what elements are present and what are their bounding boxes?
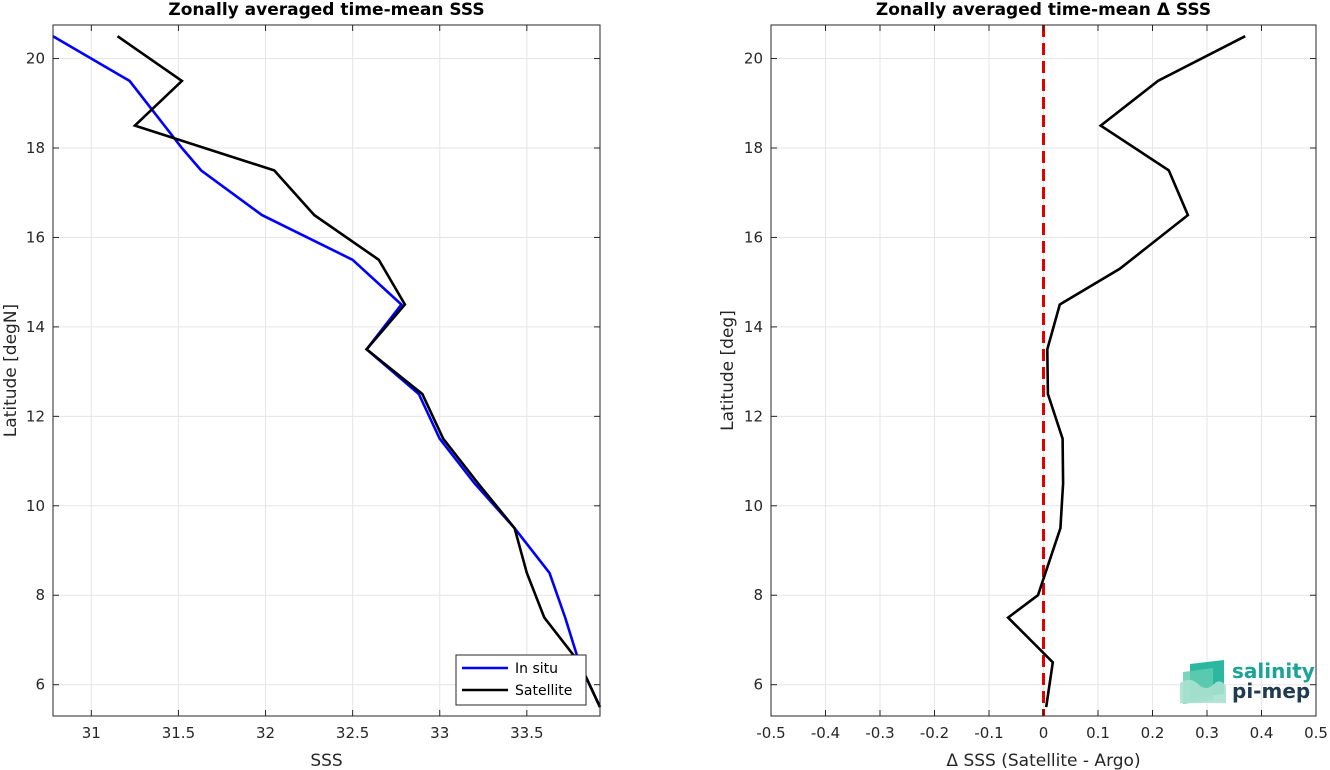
y-tick-label: 14 (744, 318, 763, 336)
x-tick-label: 0.4 (1250, 724, 1274, 742)
y-tick-label: 8 (35, 586, 45, 604)
y-axis-label: Latitude [deg] (718, 310, 738, 431)
y-tick-label: 6 (753, 676, 763, 694)
x-tick-label: -0.3 (865, 724, 894, 742)
chart-title: Zonally averaged time-mean SSS (168, 0, 484, 20)
x-tick-label: 0.3 (1195, 724, 1219, 742)
y-tick-label: 20 (26, 50, 45, 68)
y-tick-label: 14 (26, 318, 45, 336)
x-axis-label: SSS (310, 751, 342, 770)
y-tick-label: 6 (35, 676, 45, 694)
y-tick-label: 10 (26, 497, 45, 515)
plot-area (53, 25, 600, 716)
x-tick-label: 32 (256, 724, 275, 742)
x-tick-label: 0.5 (1304, 724, 1328, 742)
x-tick-label: 33.5 (510, 724, 543, 742)
y-tick-label: 18 (744, 139, 763, 157)
logo-line-1: salinity (1232, 659, 1315, 683)
wave-logo-icon (1180, 660, 1226, 704)
y-tick-label: 20 (744, 50, 763, 68)
panel-1: 31 31.5 32 32.5 33 33.5 6 8 10 12 14 16 18 20 Zonally … (1, 0, 602, 770)
x-tick-label: 0.1 (1086, 724, 1110, 742)
chart-title: Zonally averaged time-mean Δ SSS (876, 0, 1211, 20)
x-tick-label: -0.2 (920, 724, 949, 742)
x-tick-label: -0.5 (756, 724, 785, 742)
x-tick-label: -0.1 (974, 724, 1003, 742)
y-tick-label: 16 (744, 228, 763, 246)
y-axis-label: Latitude [degN] (1, 304, 21, 437)
gridlines (53, 25, 600, 716)
y-tick-label: 8 (753, 586, 763, 604)
series-line-satellite (116, 35, 602, 708)
x-tick-label: 0 (1039, 724, 1049, 742)
y-tick-label: 10 (744, 497, 763, 515)
logo-line-2: pi-mep (1232, 679, 1310, 703)
x-tick-label: 0.2 (1141, 724, 1165, 742)
legend-label: Satellite (515, 683, 572, 699)
x-tick-label: 31 (82, 724, 101, 742)
legend-box (455, 654, 587, 706)
x-tick-label: 31.5 (162, 724, 195, 742)
delta-sss-line (1006, 35, 1246, 708)
salinity-pimep-logo: salinity pi-mep (1180, 659, 1315, 704)
x-axis-label: Δ SSS (Satellite - Argo) (946, 751, 1140, 770)
y-tick-label: 12 (26, 407, 45, 425)
axes-frame (52, 24, 601, 717)
panel-2: -0.5 -0.4 -0.3 -0.2 -0.1 0 0.1 0.2 0.3 0.4 0.5 6 8 10… (718, 0, 1328, 770)
y-tick-label: 12 (744, 407, 763, 425)
x-tick-label: 32.5 (336, 724, 369, 742)
legend: In situ Satellite (455, 654, 587, 706)
y-tick-label: 18 (26, 139, 45, 157)
x-tick-label: 33 (430, 724, 449, 742)
y-tick-label: 16 (26, 228, 45, 246)
x-tick-label: -0.4 (811, 724, 840, 742)
legend-label: In situ (515, 661, 558, 677)
